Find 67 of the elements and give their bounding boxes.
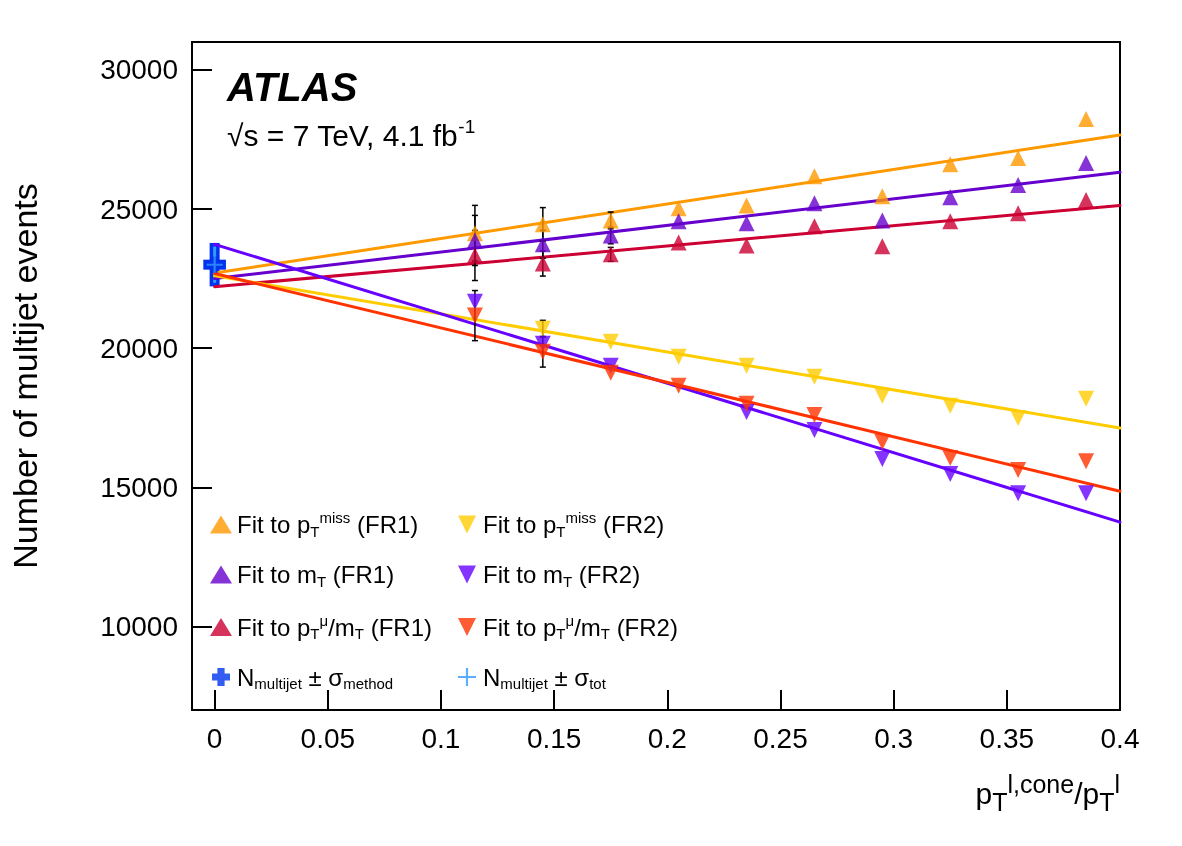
point [602,364,619,381]
x-tick-label: 0.3 [874,722,914,754]
point [874,212,891,229]
point [1078,453,1095,470]
y-tick-label: 25000 [100,193,178,225]
point [466,232,483,249]
y-tick-label: 10000 [100,611,178,642]
point [874,188,891,205]
point [942,213,959,230]
point [1010,485,1027,502]
point [1010,205,1027,222]
point [1010,150,1027,167]
point [670,377,687,394]
point [602,333,619,350]
y-tick-label: 20000 [100,332,178,364]
y-tick-label: 15000 [100,471,178,503]
point [602,246,619,263]
x-tick-label: 0.4 [1100,722,1140,754]
point [738,357,755,374]
point [738,395,755,412]
point [670,348,687,365]
point [1078,155,1095,172]
point [806,368,823,385]
y-tick-label: 30000 [100,54,178,86]
point [874,433,891,450]
x-tick-label: 0.15 [526,722,582,754]
y-axis-title: Number of multijet events [6,183,44,569]
point [738,237,755,254]
point [874,238,891,255]
point [806,422,823,438]
point [1078,390,1095,407]
point [1078,192,1095,209]
point [1010,462,1027,479]
point [806,195,823,212]
point [942,465,959,482]
point [806,168,823,185]
x-tick-label: 0.25 [753,722,808,754]
point [874,450,891,467]
x-tick-label: 0.35 [979,722,1035,754]
point [1010,410,1027,427]
point [670,234,687,251]
point [1010,177,1027,194]
x-tick-label: 0.1 [421,722,461,754]
point [1078,111,1095,128]
x-tick-label: 0.05 [300,722,356,754]
point [738,197,755,214]
point [466,247,483,264]
point [534,343,551,360]
point [466,307,483,324]
point [534,255,551,272]
x-tick-label: 0.2 [647,722,687,754]
point [534,236,551,253]
point [806,406,823,423]
point [942,156,959,173]
text: ATLAS [226,65,358,109]
point [942,189,959,206]
point [942,397,959,414]
point [670,200,687,217]
point [738,215,755,232]
point [806,218,823,235]
point [466,293,483,310]
point [874,387,891,404]
point [942,450,959,467]
point [534,216,551,233]
x-tick-label: 0 [206,722,223,754]
point [670,213,687,230]
point [1078,485,1095,502]
